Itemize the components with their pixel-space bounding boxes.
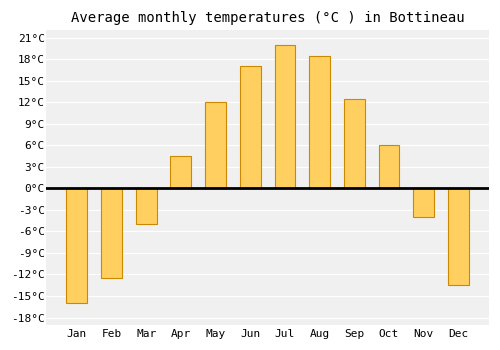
Bar: [448, 188, 469, 285]
Bar: [205, 102, 226, 188]
Bar: [378, 145, 400, 188]
Bar: [170, 156, 192, 188]
Bar: [414, 188, 434, 217]
Bar: [274, 45, 295, 188]
Bar: [309, 56, 330, 188]
Bar: [66, 188, 87, 303]
Bar: [240, 66, 260, 188]
Bar: [101, 188, 122, 278]
Title: Average monthly temperatures (°C ) in Bottineau: Average monthly temperatures (°C ) in Bo…: [71, 11, 464, 25]
Bar: [344, 99, 364, 188]
Bar: [136, 188, 156, 224]
